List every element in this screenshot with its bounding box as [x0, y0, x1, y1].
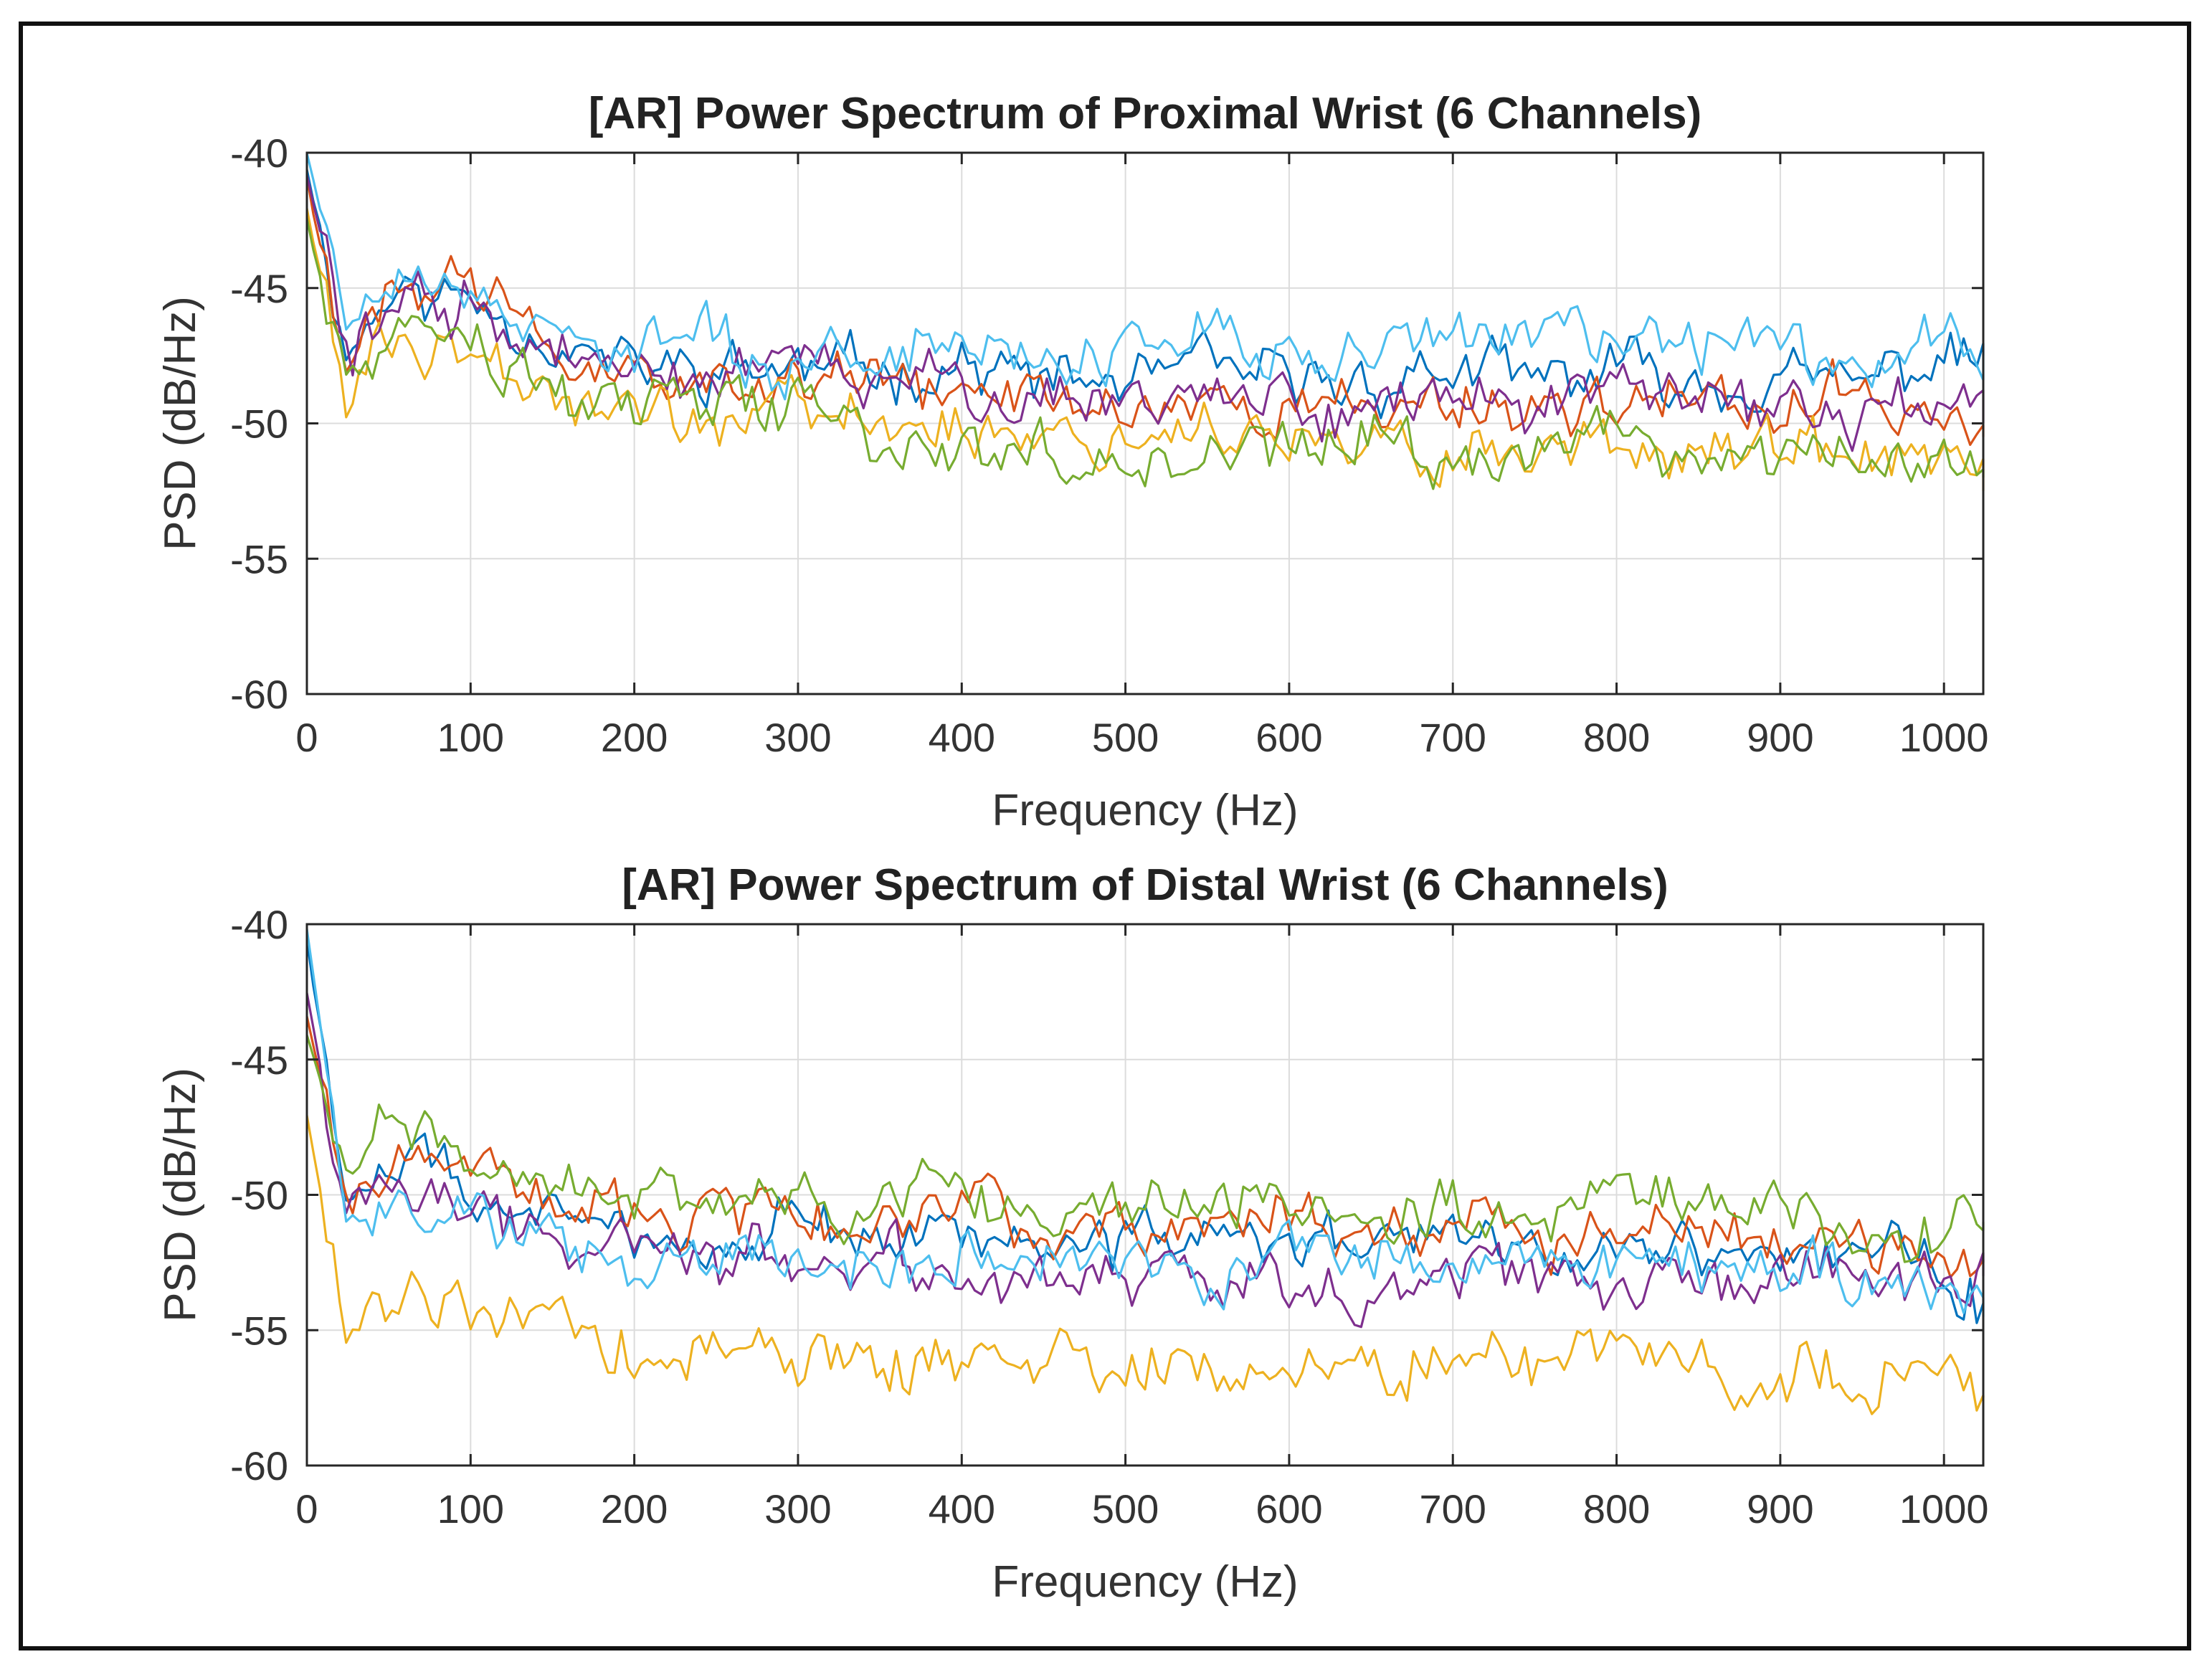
series-line-4	[305, 174, 1985, 452]
x-tick-label: 700	[1420, 715, 1486, 760]
series-line-5	[305, 1034, 1985, 1263]
x-tick-label: 300	[764, 715, 831, 760]
y-tick-label: -40	[230, 130, 288, 176]
x-tick-label: 400	[929, 715, 995, 760]
y-tick-label: -45	[230, 266, 288, 311]
series-line-6	[305, 928, 1985, 1317]
y-tick-label: -50	[230, 1173, 288, 1218]
chart-title: [AR] Power Spectrum of Proximal Wrist (6…	[589, 89, 1702, 138]
y-tick-label: -40	[230, 902, 288, 947]
x-axis-label: Frequency (Hz)	[992, 786, 1298, 835]
series-line-1	[305, 168, 1985, 419]
x-tick-label: 600	[1255, 1486, 1322, 1531]
x-tick-label: 500	[1092, 1486, 1159, 1531]
y-axis-label: PSD (dB/Hz)	[156, 296, 205, 551]
x-axis-label: Frequency (Hz)	[992, 1557, 1298, 1607]
x-tick-label: 500	[1092, 715, 1159, 760]
x-tick-label: 900	[1747, 715, 1813, 760]
series-line-6	[305, 153, 1985, 401]
x-tick-label: 200	[601, 1486, 668, 1531]
chart-title: [AR] Power Spectrum of Distal Wrist (6 C…	[622, 860, 1669, 910]
y-tick-label: -55	[230, 1308, 288, 1353]
distal-wrist-chart: 0 100 200 300 400 500 600 700 800 900 1000 -40 -45 -5…	[156, 860, 1988, 1607]
x-tick-label: 100	[437, 1486, 504, 1531]
y-tick-label: -60	[230, 1443, 288, 1488]
x-tick-label: 600	[1255, 715, 1322, 760]
x-tick-label: 900	[1747, 1486, 1813, 1531]
proximal-wrist-chart: 0 100 200 300 400 500 600 700 800 900 1000 -40 -45 -5…	[156, 89, 1988, 835]
series-line-5	[305, 218, 1985, 490]
x-tick-label: 0	[295, 715, 318, 760]
x-tick-label: 700	[1420, 1486, 1486, 1531]
y-tick-label: -60	[230, 672, 288, 717]
x-tick-label: 100	[437, 715, 504, 760]
series-line-4	[305, 992, 1985, 1329]
x-tick-label: 0	[295, 1486, 318, 1531]
x-tick-label: 1000	[1899, 715, 1989, 760]
x-tick-label: 800	[1583, 715, 1650, 760]
y-tick-label: -55	[230, 536, 288, 581]
y-axis-label: PSD (dB/Hz)	[156, 1068, 205, 1322]
y-tick-label: -45	[230, 1037, 288, 1083]
x-tick-label: 300	[764, 1486, 831, 1531]
series-line-2	[305, 1015, 1985, 1278]
x-tick-label: 800	[1583, 1486, 1650, 1531]
series-line-3	[305, 1115, 1985, 1415]
y-tick-label: -50	[230, 402, 288, 447]
x-tick-label: 400	[929, 1486, 995, 1531]
x-tick-label: 1000	[1899, 1486, 1989, 1531]
x-tick-label: 200	[601, 715, 668, 760]
